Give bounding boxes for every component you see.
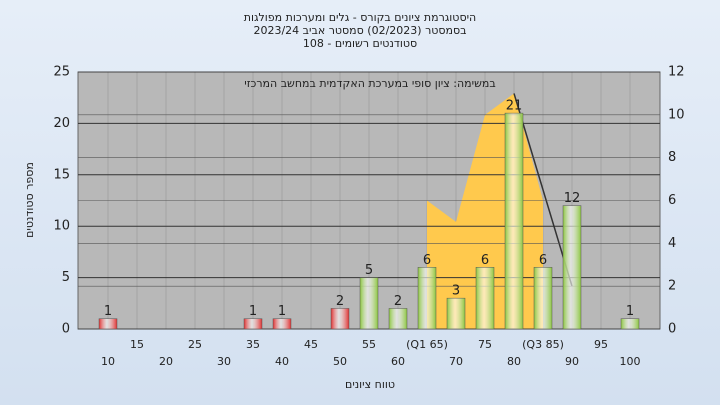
x-tick-label: 35 xyxy=(246,338,260,351)
bar xyxy=(98,318,118,330)
bar xyxy=(504,112,524,330)
bar xyxy=(620,318,640,330)
data-label: 21 xyxy=(506,99,523,114)
x-axis-label: טווח ציונים xyxy=(345,378,395,391)
y-tick-label: 25 xyxy=(53,65,70,80)
x-tick-label: 45 xyxy=(304,338,318,351)
y-tick-label: 10 xyxy=(53,219,70,234)
y-axis-label: מספר סטודנטים xyxy=(23,162,36,238)
data-label: 1 xyxy=(626,304,634,319)
chart-subtitle: בסמסטר (02/2023) סמסטר אביב 2023/24 xyxy=(253,24,466,37)
x-tick-label: 25 xyxy=(188,338,202,351)
x-tick-label: (Q3 85) xyxy=(522,338,564,351)
annotation: במשימה: ציון סופי במערכת האקדמית במחשב ה… xyxy=(244,77,495,90)
y-tick-label: 20 xyxy=(53,116,70,131)
x-tick-label: 75 xyxy=(478,338,492,351)
bar xyxy=(388,308,408,330)
data-label: 6 xyxy=(423,253,431,268)
y-tick-label: 5 xyxy=(62,270,70,285)
chart-title: היסטוגרמת ציונים בקורס - גלים ומערכות מפ… xyxy=(244,11,476,24)
data-label: 6 xyxy=(481,253,489,268)
x-tick-label: (Q1 65) xyxy=(406,338,448,351)
x-tick-label: 95 xyxy=(594,338,608,351)
x-tick-label: 80 xyxy=(507,355,521,368)
data-label: 1 xyxy=(278,304,286,319)
y2-tick-label: 4 xyxy=(668,236,676,251)
x-tick-label: 15 xyxy=(130,338,144,351)
line xyxy=(513,93,573,287)
y2-tick-label: 8 xyxy=(668,150,676,165)
data-label: 3 xyxy=(452,284,460,299)
data-label: 2 xyxy=(336,294,344,309)
x-tick-label: 60 xyxy=(391,355,405,368)
data-label: 6 xyxy=(539,253,547,268)
x-tick-label: 70 xyxy=(449,355,463,368)
y2-tick-label: 2 xyxy=(668,279,676,294)
y2-tick-label: 6 xyxy=(668,193,676,208)
bar xyxy=(272,318,292,330)
x-tick-label: 50 xyxy=(333,355,347,368)
data-label: 5 xyxy=(365,263,373,278)
bar xyxy=(417,267,437,330)
y-tick-label: 0 xyxy=(62,322,70,337)
chart-subtitle: סטודנטים רשומים - 108 xyxy=(303,37,417,50)
y2-tick-label: 0 xyxy=(668,322,676,337)
x-tick-label: 20 xyxy=(159,355,173,368)
data-label: 2 xyxy=(394,294,402,309)
bar xyxy=(533,267,553,330)
bar xyxy=(243,318,263,330)
x-tick-label: 55 xyxy=(362,338,376,351)
x-tick-label: 30 xyxy=(217,355,231,368)
bar xyxy=(562,205,582,330)
data-label: 12 xyxy=(564,191,581,206)
x-tick-label: 100 xyxy=(620,355,641,368)
data-label: 1 xyxy=(104,304,112,319)
bar xyxy=(446,297,466,330)
data-label: 1 xyxy=(249,304,257,319)
bar xyxy=(330,308,350,330)
y2-tick-label: 10 xyxy=(668,107,685,122)
y-tick-label: 15 xyxy=(53,167,70,182)
bar xyxy=(359,277,379,330)
x-tick-label: 90 xyxy=(565,355,579,368)
bar xyxy=(475,267,495,330)
x-tick-label: 40 xyxy=(275,355,289,368)
x-tick-label: 10 xyxy=(101,355,115,368)
y2-tick-label: 12 xyxy=(668,65,685,80)
